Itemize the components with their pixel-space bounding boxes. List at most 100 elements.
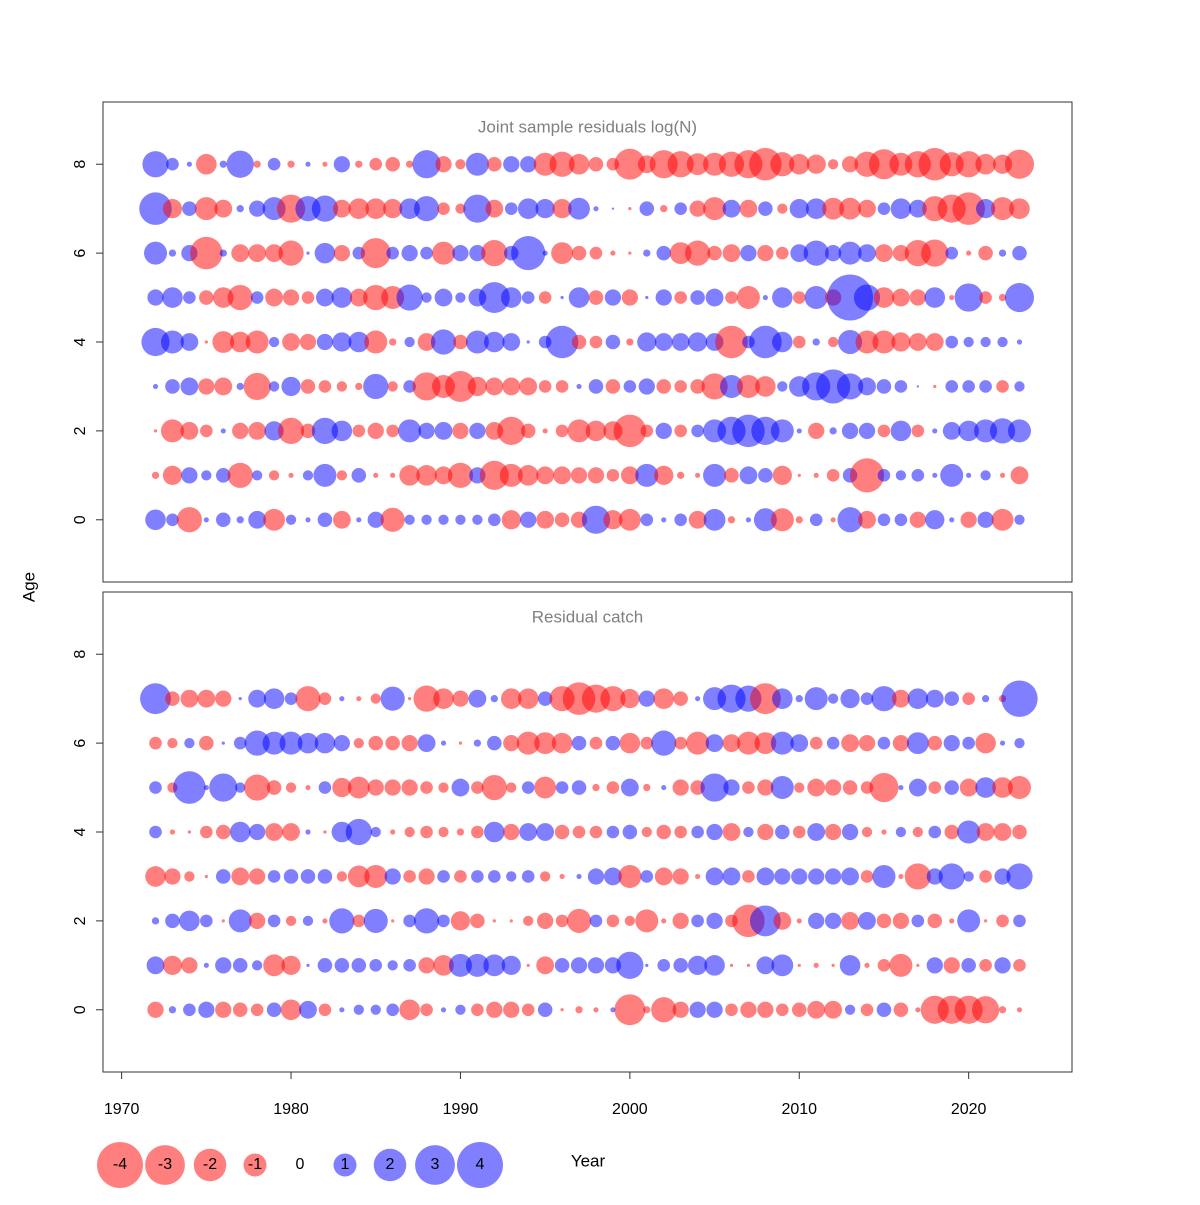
bubble (979, 959, 992, 972)
bubble (468, 689, 487, 708)
bubble (483, 954, 506, 977)
legend-bubble (333, 1153, 357, 1177)
bubble (674, 424, 687, 438)
bubble (925, 689, 944, 708)
bubble (305, 784, 311, 791)
y-axis-label: Age (19, 572, 38, 602)
bubble (654, 333, 673, 351)
bubble (455, 1004, 466, 1015)
bubble (592, 783, 600, 792)
legend-label: 2 (386, 1156, 395, 1173)
bubble (318, 781, 332, 794)
bubble (736, 374, 760, 398)
bubble (485, 377, 504, 396)
bubble (672, 779, 689, 796)
bubble (198, 378, 215, 395)
bubble (317, 869, 333, 884)
bubble (349, 288, 368, 307)
bubble (380, 507, 405, 532)
bubble (404, 826, 415, 838)
bubble (517, 688, 539, 709)
bubble (368, 735, 384, 751)
bubble (465, 953, 489, 977)
bubble (538, 380, 552, 393)
bubble (892, 244, 910, 262)
bubble (434, 421, 453, 440)
bubble (452, 690, 469, 707)
bubble (458, 741, 463, 745)
bubble (322, 918, 328, 924)
bubble (999, 472, 1006, 478)
bubble (685, 240, 711, 266)
bubble (182, 201, 197, 216)
bubble (300, 379, 316, 394)
bubble (892, 734, 910, 752)
bubble (555, 781, 569, 794)
bubble (364, 864, 388, 888)
bubble (485, 199, 504, 218)
bubble (314, 732, 336, 754)
bubble (776, 246, 789, 260)
bubble (588, 156, 604, 172)
bubble (994, 868, 1011, 885)
bubble (232, 422, 249, 440)
bubble (363, 373, 389, 400)
y-tick-label: 6 (72, 249, 89, 258)
bubble (250, 291, 264, 304)
bubble (386, 1003, 399, 1017)
bubble (537, 912, 554, 930)
bubble (932, 472, 938, 478)
bubble (478, 282, 510, 313)
bubble (490, 695, 498, 703)
bubble (898, 873, 904, 880)
bubble (353, 1004, 364, 1015)
bubble (739, 199, 758, 218)
bubble (455, 292, 466, 303)
bubble (472, 514, 483, 525)
bubble (772, 465, 792, 485)
bubble (263, 688, 285, 709)
bubble (363, 284, 389, 311)
bubble (975, 199, 996, 219)
bubble (614, 148, 646, 180)
bubble (552, 199, 572, 219)
bubble (166, 157, 179, 171)
bubble (689, 200, 706, 217)
bubble (560, 1008, 564, 1012)
bubble (996, 380, 1009, 393)
bubble (521, 870, 535, 883)
bubble (183, 1003, 196, 1017)
bubble (165, 379, 180, 394)
bubble (727, 516, 736, 524)
bubble (497, 416, 526, 445)
bubble (770, 152, 795, 177)
bubble (589, 246, 603, 260)
bubble (796, 918, 802, 924)
bubble (418, 957, 435, 974)
bubble (542, 428, 548, 434)
bubble (803, 240, 829, 266)
bubble (385, 735, 400, 751)
bubble (876, 379, 892, 394)
bubble (300, 869, 316, 884)
bubble (876, 913, 892, 929)
bubble (877, 736, 891, 750)
legend-bubble (373, 1148, 407, 1182)
bubble (469, 244, 486, 262)
bubble (398, 419, 422, 443)
bubble (749, 325, 782, 359)
bubble (401, 244, 418, 262)
bubble (538, 291, 552, 304)
x-tick-label: 2020 (951, 1101, 987, 1118)
bubble (651, 730, 677, 756)
bubble (221, 741, 225, 745)
bubble (724, 468, 739, 483)
bubble (620, 466, 639, 485)
bubble (825, 244, 842, 262)
bubble (700, 773, 729, 802)
bubble (200, 424, 213, 438)
bubble (147, 289, 164, 306)
bubble (704, 955, 725, 976)
bubble (911, 424, 925, 438)
bubble (380, 686, 405, 711)
